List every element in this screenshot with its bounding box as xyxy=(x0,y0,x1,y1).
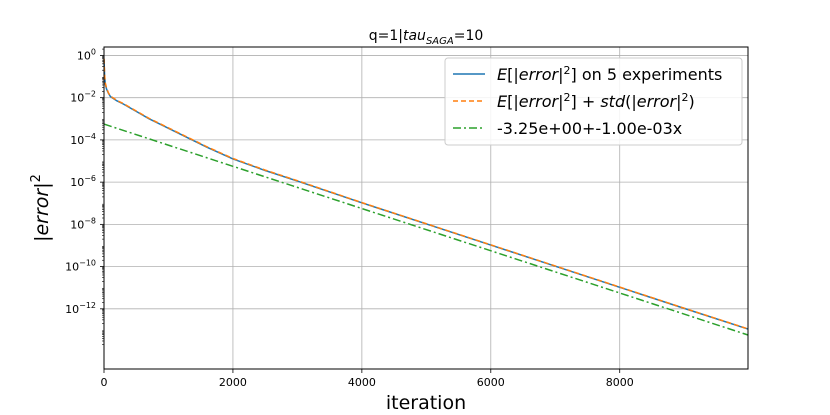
legend1-tail2: (| xyxy=(625,92,637,111)
series-std-line xyxy=(103,58,749,330)
legend1-italic-std: std xyxy=(600,92,626,111)
legend0-italic-e: E xyxy=(497,65,508,84)
legend0-mid: [| xyxy=(507,65,519,84)
tick-layer: 0 2000 4000 6000 8000 100 10−2 10−4 10−6 10−8 10−1… xyxy=(65,47,634,389)
x-tick-label: 0 xyxy=(101,376,108,389)
y-tick-label: 10−12 xyxy=(65,301,96,316)
legend-label-mean: E[|error|2] on 5 experiments xyxy=(497,64,722,84)
series-fit-line xyxy=(103,123,749,336)
legend1-tail3: | xyxy=(676,92,681,111)
legend1-tail: ] + xyxy=(571,92,601,111)
x-tick-label: 6000 xyxy=(477,376,505,389)
legend0-sup: 2 xyxy=(564,64,571,77)
legend0-post: | xyxy=(558,65,563,84)
y-tick-label: 10−2 xyxy=(70,90,96,105)
legend1-sup: 2 xyxy=(564,91,571,104)
legend0-tail: ] on 5 experiments xyxy=(571,65,723,84)
legend0-italic-error: error xyxy=(519,65,560,84)
series-layer xyxy=(103,58,749,336)
legend-box xyxy=(444,57,743,146)
legend1-tail4: ) xyxy=(689,92,695,111)
grid-layer xyxy=(103,47,748,369)
x-tick-label: 8000 xyxy=(606,376,634,389)
title-main: q=1| xyxy=(369,28,403,44)
y-tick-label: 100 xyxy=(77,47,96,62)
legend-label-fit: -3.25e+00+-1.00e-03x xyxy=(497,119,682,138)
ylabel-prefix: | xyxy=(31,236,53,242)
ylabel-sup: 2 xyxy=(29,174,44,182)
y-tick-label: 10−8 xyxy=(70,216,96,231)
y-axis-label: |error|2 xyxy=(29,174,53,242)
y-tick-label: 10−10 xyxy=(65,259,96,274)
ylabel-italic: error xyxy=(31,188,53,236)
x-tick-label: 4000 xyxy=(348,376,376,389)
legend1-italic-e: E xyxy=(497,92,508,111)
legend-label-std: E[|error|2] + std(|error|2) xyxy=(497,91,695,111)
title-sub: SAGA xyxy=(426,36,454,47)
legend1-italic-error: error xyxy=(519,92,560,111)
x-tick-label: 2000 xyxy=(219,376,247,389)
y-tick-label: 10−6 xyxy=(70,174,96,189)
ylabel-suffix: | xyxy=(31,182,53,188)
legend1-post: | xyxy=(558,92,563,111)
x-axis-label: iteration xyxy=(386,392,466,414)
legend1-italic-error2: error xyxy=(637,92,678,111)
y-tick-label: 10−4 xyxy=(70,132,96,147)
legend1-mid: [| xyxy=(507,92,519,111)
legend1-sup2: 2 xyxy=(682,91,689,104)
title-italic: tau xyxy=(403,28,426,44)
chart-title: q=1|tauSAGA=10 xyxy=(369,28,484,47)
legend: E[|error|2] on 5 experiments E[|error|2]… xyxy=(444,57,743,146)
title-tail: =10 xyxy=(454,28,484,44)
